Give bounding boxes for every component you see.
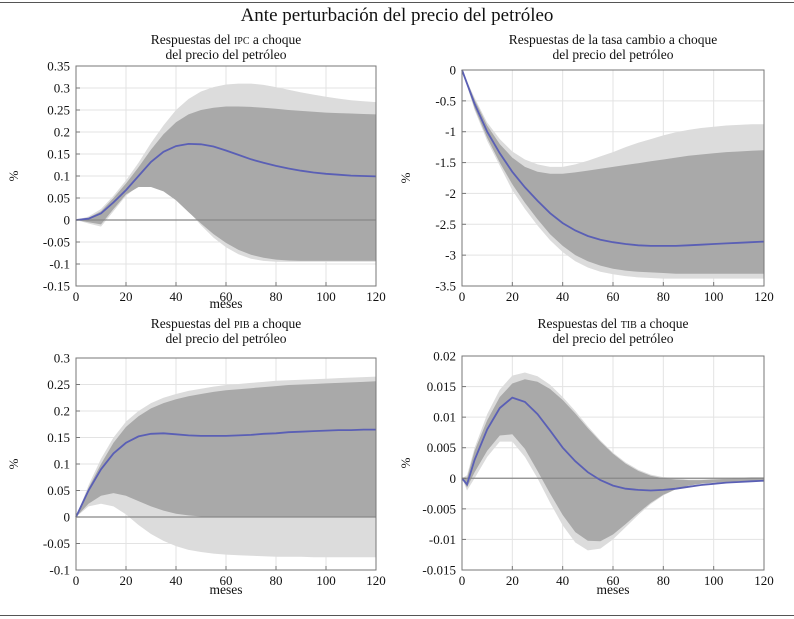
y-tick-label: 0.05 xyxy=(47,191,70,206)
y-axis-label: % xyxy=(398,172,413,183)
y-tick-label: -1 xyxy=(445,124,456,139)
x-tick-label: 120 xyxy=(366,573,386,588)
impulse-response-line xyxy=(461,69,765,247)
y-tick-label: -0.15 xyxy=(43,279,70,294)
x-tick-label: 100 xyxy=(316,573,336,588)
confidence-band-inner xyxy=(76,106,376,261)
x-tick-label: 40 xyxy=(170,289,183,304)
chart-title-line-1: Respuestas del TIB a choque xyxy=(537,316,688,331)
y-axis-label: % xyxy=(6,170,21,181)
x-tick-label: 0 xyxy=(459,573,466,588)
x-axis-label: meses xyxy=(210,296,243,311)
x-tick-label: 0 xyxy=(73,573,80,588)
x-tick-label: 0 xyxy=(73,289,80,304)
y-tick-label: 0.015 xyxy=(427,379,456,394)
x-tick-label: 80 xyxy=(657,289,670,304)
confidence-band-inner xyxy=(462,70,764,274)
x-axis-label: meses xyxy=(597,582,630,597)
x-axis-label: meses xyxy=(210,582,243,597)
chart-title-line-1: Respuestas de la tasa cambio a choque xyxy=(509,32,717,47)
x-tick-label: 60 xyxy=(607,289,620,304)
impulse-response-line xyxy=(461,396,765,492)
y-axis-label: % xyxy=(6,458,21,469)
y-tick-label: 0.3 xyxy=(54,81,70,96)
y-tick-label: 0.2 xyxy=(54,125,70,140)
x-tick-label: 60 xyxy=(607,573,620,588)
y-tick-label: -2 xyxy=(445,186,456,201)
x-tick-label: 0 xyxy=(459,289,466,304)
x-tick-label: 80 xyxy=(270,573,283,588)
x-tick-label: 40 xyxy=(556,289,569,304)
x-tick-label: 120 xyxy=(754,289,774,304)
x-tick-label: 40 xyxy=(556,573,569,588)
y-tick-label: 0.15 xyxy=(47,430,70,445)
impulse-response-line xyxy=(75,428,376,518)
chart-title-line-2: del precio del petróleo xyxy=(552,47,673,62)
y-tick-label: 0.05 xyxy=(47,483,70,498)
y-tick-label: -0.05 xyxy=(43,235,70,250)
y-tick-label: 0 xyxy=(450,471,457,486)
chart-title-line-2: del precio del petróleo xyxy=(552,331,673,346)
y-tick-label: -0.5 xyxy=(435,93,456,108)
y-tick-label: 0.35 xyxy=(47,59,70,74)
y-tick-label: 0.15 xyxy=(47,147,70,162)
y-tick-label: 0.3 xyxy=(54,351,70,366)
figure-bottom-rule xyxy=(0,615,794,616)
y-tick-label: 0 xyxy=(450,63,457,78)
x-tick-label: 80 xyxy=(270,289,283,304)
chart-panel-1: 0 20 40 60 80 100 120 -0.15 -0.1 -0.05 0 0.05 0.1 0.1… xyxy=(6,32,386,311)
chart-panel-3: 0 20 40 60 80 100 120 -0.1 -0.05 0 0.05 0.1 0.15 0.2 0… xyxy=(6,316,386,597)
figure-title: Ante perturbación del precio del petróle… xyxy=(240,5,554,26)
x-tick-label: 120 xyxy=(366,289,386,304)
y-tick-label: 0 xyxy=(64,213,71,228)
x-tick-label: 20 xyxy=(506,573,519,588)
y-tick-label: -1.5 xyxy=(435,155,456,170)
y-tick-label: -0.01 xyxy=(429,532,456,547)
figure-top-rule xyxy=(0,2,794,3)
y-tick-label: 0.2 xyxy=(54,404,70,419)
x-tick-label: 100 xyxy=(704,573,724,588)
x-tick-label: 20 xyxy=(506,289,519,304)
chart-title-line-1: Respuestas del IPC a choque xyxy=(151,32,302,47)
confidence-band-inner xyxy=(76,381,376,517)
y-tick-label: -2.5 xyxy=(435,217,456,232)
y-tick-label: -0.1 xyxy=(49,563,70,578)
x-tick-label: 20 xyxy=(120,573,133,588)
y-tick-label: 0.005 xyxy=(427,440,456,455)
y-tick-label: 0.01 xyxy=(433,410,456,425)
chart-title-line-2: del precio del petróleo xyxy=(165,331,286,346)
y-tick-label: -0.1 xyxy=(49,257,70,272)
chart-title-line-1: Respuestas del PIB a choque xyxy=(151,316,302,331)
y-tick-label: 0.25 xyxy=(47,103,70,118)
chart-title-line-2: del precio del petróleo xyxy=(165,47,286,62)
chart-panel-4: 0 20 40 60 80 100 120 -0.015 -0.01 -0.005 0 0.005 0.… xyxy=(398,316,774,597)
y-tick-label: 0.25 xyxy=(47,377,70,392)
confidence-band-inner xyxy=(462,379,764,542)
x-tick-label: 20 xyxy=(120,289,133,304)
y-tick-label: -0.05 xyxy=(43,536,70,551)
y-tick-label: 0 xyxy=(64,510,71,525)
y-tick-label: -3 xyxy=(445,248,456,263)
chart-panel-2: 0 20 40 60 80 100 120 -3.5 -3 -2.5 -2 -1.5 -1 -0.5 0 Re… xyxy=(398,32,774,304)
y-tick-label: -3.5 xyxy=(435,279,456,294)
x-tick-label: 80 xyxy=(657,573,670,588)
y-tick-label: 0.1 xyxy=(54,169,70,184)
y-tick-label: 0.02 xyxy=(433,349,456,364)
x-tick-label: 120 xyxy=(754,573,774,588)
x-tick-label: 60 xyxy=(220,573,233,588)
y-tick-label: -0.005 xyxy=(422,501,456,516)
y-tick-label: 0.1 xyxy=(54,457,70,472)
x-tick-label: 40 xyxy=(170,573,183,588)
y-tick-label: -0.015 xyxy=(422,563,456,578)
x-tick-label: 100 xyxy=(704,289,724,304)
impulse-response-line xyxy=(75,142,377,221)
x-tick-label: 60 xyxy=(220,289,233,304)
x-tick-label: 100 xyxy=(316,289,336,304)
y-axis-label: % xyxy=(398,457,413,468)
